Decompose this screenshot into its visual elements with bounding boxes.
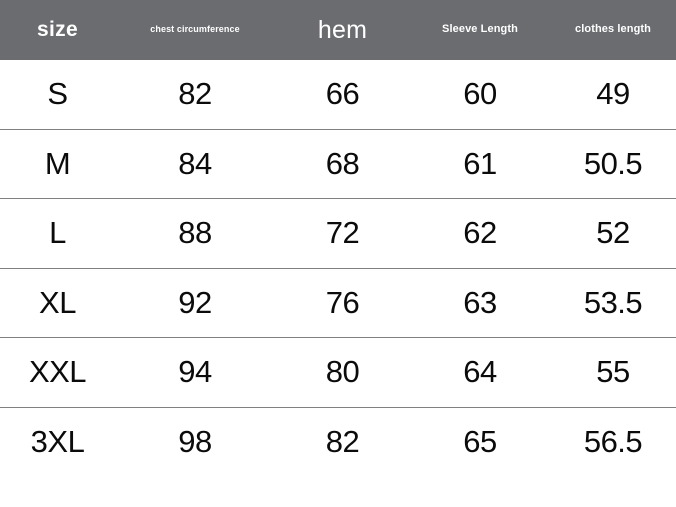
cell-sleeve: 65 [463,424,497,460]
table-row: S 82 66 60 49 [0,60,676,130]
cell-chest: 94 [178,354,212,390]
cell-size: 3XL [30,424,85,460]
cell-hem: 72 [325,215,360,251]
column-header-hem: hem [317,15,368,44]
cell-hem: 76 [325,284,360,320]
cell-chest: 88 [178,215,212,251]
cell-sleeve: 60 [463,76,497,112]
cell-chest: 84 [178,145,212,181]
cell-hem: 82 [325,424,360,460]
cell-sleeve: 64 [463,354,497,390]
cell-clothes: 53.5 [583,284,643,320]
cell-sleeve: 61 [463,145,497,181]
cell-clothes: 56.5 [583,424,643,460]
column-header-chest-circumference: chest circumference [150,24,240,35]
table-row: XXL 94 80 64 55 [0,338,676,408]
cell-clothes: 49 [596,76,630,112]
cell-chest: 92 [178,284,212,320]
cell-size: S [47,76,68,112]
column-header-size: size [37,17,78,41]
cell-sleeve: 62 [463,215,497,251]
table-row: 3XL 98 82 65 56.5 [0,408,676,478]
cell-hem: 80 [325,354,360,390]
table-row: XL 92 76 63 53.5 [0,269,676,338]
cell-size: M [44,145,71,181]
table-row: M 84 68 61 50.5 [0,130,676,199]
cell-hem: 68 [325,145,360,181]
column-header-sleeve-length: Sleeve Length [442,23,518,36]
cell-hem: 66 [325,76,360,112]
table-body: S 82 66 60 49 M 84 68 61 50.5 L 88 72 62… [0,60,676,477]
cell-clothes: 52 [596,215,630,251]
cell-size: XL [39,284,76,320]
cell-size: XXL [28,354,87,390]
table-header-row: size chest circumference hem Sleeve Leng… [0,0,676,60]
cell-size: L [49,215,66,251]
cell-chest: 98 [178,424,212,460]
cell-sleeve: 63 [463,284,497,320]
cell-clothes: 55 [596,354,630,390]
column-header-clothes-length: clothes length [575,23,651,36]
cell-clothes: 50.5 [583,145,643,181]
cell-chest: 82 [178,76,212,112]
table-row: L 88 72 62 52 [0,199,676,269]
